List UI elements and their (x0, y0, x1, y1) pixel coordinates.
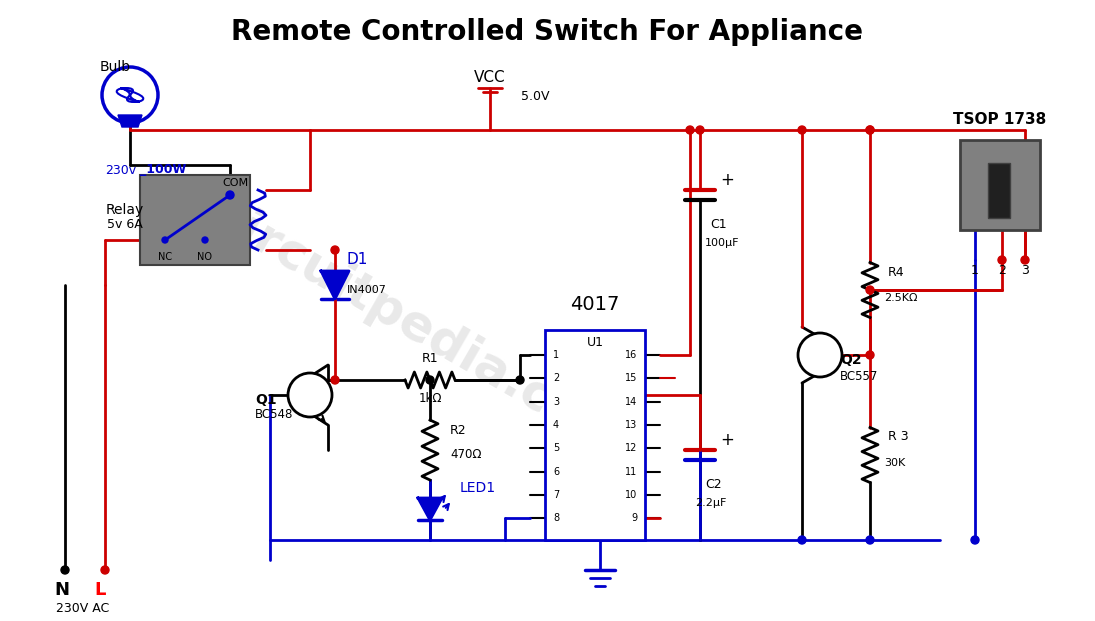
Text: 7: 7 (553, 490, 560, 500)
Circle shape (971, 536, 979, 544)
Circle shape (516, 376, 525, 384)
Text: circuitpedia.com: circuitpedia.com (205, 192, 635, 468)
Text: 470Ω: 470Ω (450, 448, 482, 461)
Circle shape (426, 376, 434, 384)
Circle shape (798, 536, 806, 544)
Text: Relay: Relay (106, 203, 145, 217)
Text: 12: 12 (624, 443, 637, 453)
Circle shape (798, 333, 842, 377)
Text: 3: 3 (1021, 263, 1029, 276)
Text: C1: C1 (710, 219, 727, 232)
Polygon shape (418, 498, 442, 520)
Text: 1: 1 (971, 263, 979, 276)
Text: IN4007: IN4007 (347, 285, 387, 295)
Bar (140, 175, 250, 265)
Text: 5.0V: 5.0V (521, 89, 550, 102)
Text: 9: 9 (631, 514, 637, 524)
Text: 4017: 4017 (570, 296, 620, 314)
Text: 1: 1 (553, 350, 560, 360)
Text: 230V AC: 230V AC (56, 602, 110, 615)
Circle shape (201, 237, 208, 243)
Circle shape (696, 126, 704, 134)
Text: 14: 14 (625, 397, 637, 407)
Text: 13: 13 (625, 420, 637, 430)
Text: LED1: LED1 (460, 481, 496, 495)
Circle shape (866, 286, 874, 294)
Text: BC548: BC548 (255, 409, 293, 422)
Text: 1kΩ: 1kΩ (418, 391, 441, 404)
Text: R1: R1 (422, 351, 438, 365)
Text: VCC: VCC (474, 71, 506, 86)
Circle shape (866, 126, 874, 134)
Circle shape (226, 191, 234, 199)
Bar (545, 330, 645, 540)
Bar (988, 163, 1010, 218)
Circle shape (685, 126, 694, 134)
Bar (960, 140, 1040, 230)
Text: 2.2µF: 2.2µF (695, 498, 726, 508)
Text: L: L (94, 581, 106, 599)
Text: 4: 4 (553, 420, 560, 430)
Text: 16: 16 (625, 350, 637, 360)
Text: NO: NO (197, 252, 212, 262)
Circle shape (331, 246, 339, 254)
Text: R2: R2 (450, 424, 466, 437)
Text: 2: 2 (998, 263, 1006, 276)
Text: 5v 6A: 5v 6A (107, 219, 142, 232)
Text: 230v: 230v (105, 163, 136, 176)
Circle shape (866, 126, 874, 134)
Text: 5: 5 (553, 443, 560, 453)
Text: Bulb: Bulb (100, 60, 131, 74)
Circle shape (162, 237, 168, 243)
Text: 100µF: 100µF (705, 238, 739, 248)
Circle shape (61, 566, 69, 574)
Text: C2: C2 (705, 479, 722, 491)
Text: COM: COM (222, 178, 249, 188)
Circle shape (101, 566, 110, 574)
Text: 2.5KΩ: 2.5KΩ (884, 293, 918, 303)
Circle shape (798, 126, 806, 134)
Text: 11: 11 (625, 466, 637, 477)
Text: 3: 3 (553, 397, 560, 407)
Text: _100W: _100W (140, 163, 186, 176)
Text: NC: NC (158, 252, 172, 262)
Text: Remote Controlled Switch For Appliance: Remote Controlled Switch For Appliance (231, 18, 863, 46)
Text: 6: 6 (553, 466, 560, 477)
Circle shape (866, 536, 874, 544)
Text: 2: 2 (553, 373, 560, 383)
Text: 10: 10 (625, 490, 637, 500)
Text: R 3: R 3 (888, 430, 909, 443)
Polygon shape (321, 271, 349, 299)
Text: TSOP 1738: TSOP 1738 (954, 112, 1047, 127)
Text: +: + (721, 171, 734, 189)
Circle shape (288, 373, 332, 417)
Text: D1: D1 (347, 253, 368, 268)
Text: +: + (721, 431, 734, 449)
Text: N: N (55, 581, 69, 599)
Text: 8: 8 (553, 514, 560, 524)
Circle shape (102, 67, 158, 123)
Circle shape (866, 351, 874, 359)
Text: 30K: 30K (884, 458, 906, 468)
Text: Q2: Q2 (840, 353, 862, 367)
Circle shape (331, 376, 339, 384)
Polygon shape (118, 115, 142, 127)
Text: U1: U1 (587, 335, 603, 348)
Text: R4: R4 (888, 266, 904, 278)
Text: Q1: Q1 (255, 393, 277, 407)
Text: 15: 15 (624, 373, 637, 383)
Text: BC557: BC557 (840, 371, 878, 384)
Circle shape (1021, 256, 1029, 264)
Circle shape (998, 256, 1006, 264)
